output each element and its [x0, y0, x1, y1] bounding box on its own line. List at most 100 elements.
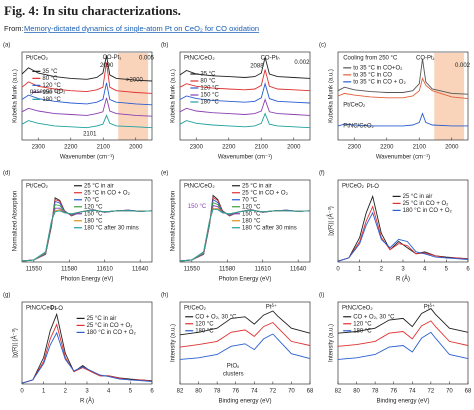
series-line [179, 98, 311, 116]
y-axis-label: Intensity (a.u.) [329, 324, 335, 362]
series-line [179, 208, 311, 262]
annotation: 2090 [100, 63, 114, 69]
x-tick-label: 11610 [255, 267, 272, 273]
legend-label: 70 °C [242, 197, 258, 203]
source-link[interactable]: Memory-dictated dynamics of single-atom … [24, 24, 259, 33]
panel-title: PtNC/CeO₂ [342, 306, 373, 312]
plot-frame [179, 301, 311, 385]
series-line [337, 112, 468, 127]
x-tick-label: 1 [42, 389, 46, 395]
legend-label: 180 °C [200, 100, 219, 106]
x-axis-label: Wavenumber (cm⁻¹) [218, 155, 272, 161]
x-tick-label: 2300 [190, 145, 204, 151]
plot-frame [21, 301, 153, 385]
x-tick-label: 3 [85, 389, 89, 395]
legend-label: 150 °C [42, 90, 61, 96]
series-line [21, 114, 153, 129]
panel: (g) PtNC/CeO₂ R (Å) |χ(R)| (Å⁻³) 0 1 2 3 4 5 6 25 °… [3, 293, 154, 405]
series-line [337, 308, 469, 334]
annotation: Pt-O [367, 184, 380, 190]
panel-label: (a) [3, 43, 10, 49]
annotation: clusters [223, 372, 244, 378]
x-tick-label: 2200 [380, 145, 394, 151]
panel-label: (i) [319, 293, 324, 299]
x-tick-label: 6 [466, 267, 470, 273]
x-tick-label: 2100 [97, 145, 111, 151]
panel-title: Pt/CeO₂ [342, 184, 365, 190]
panel-label: (d) [3, 171, 10, 177]
legend-label: 150 °C [200, 93, 219, 99]
panel-title: Pt/CeO₂ [26, 56, 49, 62]
x-tick-label: 2000 [445, 145, 459, 151]
x-tick-label: 11580 [219, 267, 236, 273]
x-tick-label: 78 [214, 389, 221, 395]
x-tick-label: 11640 [290, 267, 307, 273]
x-tick-label: 70 [288, 389, 295, 395]
x-tick-label: 70 [446, 389, 453, 395]
annotation: Ptᵟ⁺ [266, 303, 277, 310]
x-tick-label: 5 [445, 267, 449, 273]
y-axis-label: Normalized Absorption [171, 191, 177, 251]
annotation: CO-Ptₙ [261, 56, 281, 62]
series-line [179, 82, 311, 104]
panel: (e) PtNC/CeO₂ Photon Energy (eV) Normalized… [161, 171, 311, 283]
x-tick-label: 74 [251, 389, 258, 395]
series-line [21, 55, 153, 82]
x-axis-label: Photon Energy (eV) [61, 277, 114, 283]
panel-label: (b) [161, 43, 168, 49]
shaded-region [118, 53, 149, 140]
legend-label: 25 °C in air [242, 183, 272, 189]
x-tick-label: 72 [270, 389, 277, 395]
series-line [337, 194, 469, 262]
series-line [21, 97, 153, 117]
legend-label: CO + O₂, 30 °C [353, 314, 395, 320]
legend-label: 180 °C [242, 218, 261, 224]
x-tick-label: 2200 [64, 145, 78, 151]
legend-label: 35 °C [42, 69, 58, 75]
panel-label: (g) [3, 293, 10, 299]
annotation: 0.005 [139, 56, 155, 62]
panel: (h) Pt/CeO₂ Binding energy (eV) Intensity (… [161, 293, 314, 405]
panel: (i) PtNC/CeO₂ Binding energy (eV) Intensity… [319, 293, 472, 405]
x-tick-label: 1 [358, 267, 362, 273]
legend-label: 120 °C [242, 204, 261, 210]
series-line [21, 331, 153, 384]
annotation: PtOₓ [227, 364, 239, 370]
annotation: 0.002 [294, 60, 310, 66]
x-tick-label: 11550 [26, 267, 43, 273]
y-axis-label: |χ(R)| (Å⁻³) [328, 206, 335, 235]
legend-label: 150 °C [84, 211, 103, 217]
legend-label: 25 °C in air [403, 194, 433, 200]
y-axis-label: Kubelka Munk (a.u.) [13, 69, 19, 123]
panel-title: PtNC/CeO₂ [184, 184, 215, 190]
x-tick-label: 2 [380, 267, 384, 273]
x-axis-label: Wavenumber (cm⁻¹) [60, 155, 114, 161]
x-tick-label: 5 [129, 389, 133, 395]
x-tick-label: 74 [409, 389, 416, 395]
legend-label: 180 °C after 30 mins [242, 225, 297, 231]
x-tick-label: 68 [307, 389, 314, 395]
legend-label: 120 °C [353, 321, 372, 327]
annotation: CO-Pt₁ [103, 55, 122, 61]
annotation: gaseous CO₂ [30, 89, 66, 95]
x-axis-label: Photon Energy (eV) [219, 277, 272, 283]
panel: (d) Pt/CeO₂ Photon Energy (eV) Normalized A… [3, 171, 153, 283]
series-line [179, 112, 311, 129]
x-tick-label: 4 [107, 389, 111, 395]
panel: (b) PtNC/CeO₂ Wavenumber (cm⁻¹) Kubelka Mun… [161, 43, 311, 161]
y-axis-label: Kubelka Munk (a.u.) [171, 69, 177, 123]
annotation: Cooling from 250 °C [343, 56, 398, 62]
series-line [179, 310, 311, 336]
x-tick-label: 0 [20, 389, 24, 395]
x-tick-label: 2 [64, 389, 68, 395]
legend-label: 180 °C in CO + O₂ [403, 208, 453, 214]
annotation: PtNC/CeO₂ [343, 123, 374, 129]
x-tick-label: 11550 [184, 267, 201, 273]
annotation: >2000 [126, 78, 144, 84]
legend-label: 25 °C in CO + O₂ [84, 190, 131, 196]
legend-label: 180 °C after 30 mins [84, 225, 139, 231]
series-line [337, 320, 469, 347]
legend-label: 25 °C in CO + O₂ [87, 323, 134, 329]
x-tick-label: 11580 [61, 267, 78, 273]
legend-label: 120 °C [42, 83, 61, 89]
